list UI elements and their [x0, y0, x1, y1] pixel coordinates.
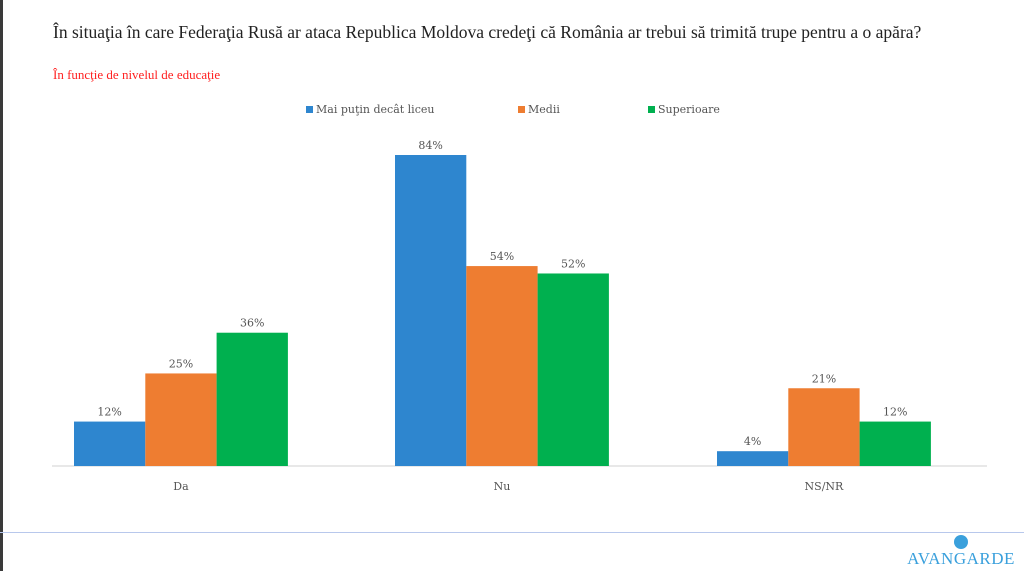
bar-NS/NR-0: [717, 451, 789, 466]
bar-Nu-2: [537, 273, 609, 466]
legend-label: Superioare: [658, 103, 720, 116]
data-label: 52%: [561, 257, 585, 270]
bar-Da-0: [74, 421, 146, 466]
x-tick-label: Nu: [494, 480, 511, 493]
data-label: 84%: [418, 139, 442, 152]
data-label: 12%: [97, 406, 121, 419]
legend-label: Medii: [528, 103, 560, 116]
x-tick-label: Da: [173, 480, 189, 493]
left-border: [0, 0, 3, 571]
data-label: 4%: [744, 435, 761, 448]
data-label: 12%: [883, 406, 907, 419]
legend-item-2: Superioare: [648, 103, 720, 116]
logo-icon: [954, 535, 968, 549]
footer-divider: [0, 532, 1024, 533]
bar-NS/NR-1: [788, 388, 860, 466]
legend-label: Mai puţin decât liceu: [316, 103, 435, 116]
legend-item-1: Medii: [518, 103, 560, 116]
bar-Da-1: [145, 373, 217, 466]
x-tick-label: NS/NR: [805, 480, 844, 493]
bar-Da-2: [216, 332, 288, 466]
chart-title: În situaţia în care Federaţia Rusă ar at…: [53, 22, 922, 42]
bar-Nu-0: [395, 155, 467, 466]
bar-Nu-1: [466, 266, 538, 466]
legend-swatch: [518, 106, 525, 113]
data-label: 21%: [812, 372, 836, 385]
legend-item-0: Mai puţin decât liceu: [306, 103, 434, 116]
data-label: 36%: [240, 317, 264, 330]
chart-subtitle: În funcţie de nivelul de educaţie: [53, 67, 221, 82]
bar-NS/NR-2: [859, 421, 931, 466]
legend-swatch: [306, 106, 313, 113]
data-label: 25%: [169, 357, 193, 370]
logo-text: AVANGARDE: [907, 549, 1015, 568]
data-label: 54%: [490, 250, 514, 263]
avangarde-logo: AVANGARDE: [905, 535, 1017, 569]
legend-swatch: [648, 106, 655, 113]
